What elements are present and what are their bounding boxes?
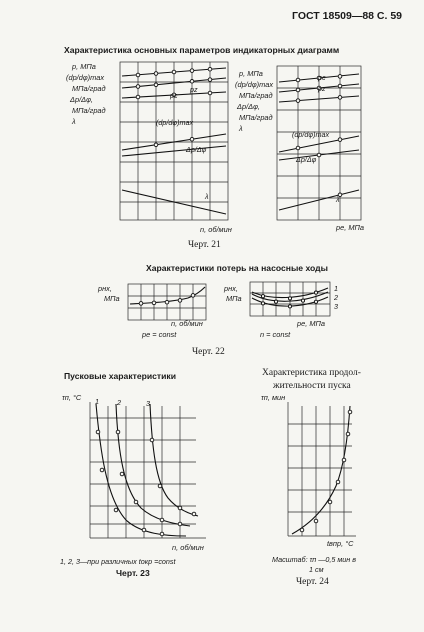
fig22-left-chart (127, 283, 207, 321)
page-header: ГОСТ 18509—88 С. 59 (292, 10, 403, 22)
fig21-right-label-lambda: λ (336, 195, 340, 204)
fig21-right-ylabel-6: λ (239, 124, 243, 133)
fig22-left-curve (129, 286, 206, 305)
fig24-title-line-1: Характеристика продол- (262, 368, 361, 378)
fig21-right-points (295, 74, 343, 198)
fig24-scale-note-2: 1 см (309, 565, 324, 574)
fig21-right-label-pc: pc (318, 73, 326, 82)
fig24-points (299, 409, 353, 533)
fig23-curve-3 (149, 403, 199, 517)
fig22-right-ylabel-2: МПа (226, 294, 242, 303)
fig22-right-condition: n = const (260, 330, 291, 339)
fig22-right-curve-1 (251, 287, 329, 299)
fig23-ylabel: τп, °C (62, 393, 82, 402)
fig21-right-xlabel: pe, МПа (336, 223, 364, 232)
fig24-chart (287, 402, 356, 537)
fig21-right-curve-dpdphi (278, 135, 360, 153)
fig24-title-line-2: жительности пуска (273, 381, 351, 391)
fig21-left-chart (119, 61, 229, 221)
fig21-left-ylabel-5: МПа/град (72, 106, 106, 115)
fig22-left-points (138, 293, 196, 306)
fig22-curve-number-1: 1 (334, 284, 338, 293)
fig22-right-curve-3 (251, 296, 329, 307)
fig21-right-curve-lambda (278, 189, 360, 211)
fig22-right-chart (249, 281, 331, 317)
fig21-right-ylabel-2: (dp/dφ)max (235, 80, 274, 89)
fig21-left-label-lambda: λ (205, 192, 209, 201)
fig22-left-ylabel-2: МПа (104, 294, 120, 303)
fig22-left-xlabel: n, об/мин (171, 319, 203, 328)
fig22-right-curve-2 (251, 291, 329, 302)
fig22-left-condition: pe = const (142, 330, 177, 339)
fig21-right-curve-pc (278, 95, 360, 103)
fig21-left-curve-dpdphi (121, 133, 227, 151)
fig23-title: Пусковые характеристики (64, 371, 177, 381)
fig21-left-ylabel-3: МПа/град (72, 84, 106, 93)
fig23-note: 1, 2, 3—при различных tокр =const (60, 557, 176, 566)
fig21-caption: Черт. 21 (188, 240, 221, 250)
fig21-left-points (135, 66, 213, 148)
fig23-curve-number-2: 2 (117, 398, 121, 407)
fig21-left-label-deltap: Δp/Δφ (186, 145, 207, 154)
fig23-grid (89, 402, 206, 539)
fig22-title: Характеристики потерь на насосные ходы (146, 263, 328, 273)
fig23-curve-2 (115, 403, 191, 527)
fig23-chart (89, 402, 206, 539)
fig24-grid (287, 402, 356, 537)
fig21-title: Характеристика основных параметров индик… (64, 45, 340, 55)
fig22-curve-number-3: 3 (334, 302, 338, 311)
fig23-xlabel: n, об/мин (172, 543, 204, 552)
fig21-left-xlabel: n, об/мин (200, 225, 232, 234)
fig24-caption: Черт. 24 (296, 577, 329, 587)
fig23-curve-1 (95, 403, 187, 537)
fig21-left-ylabel-6: λ (72, 117, 76, 126)
fig21-right-label-dpdphi: (dp/dφ)max (292, 130, 330, 139)
fig21-right-label-deltap: Δp/Δφ (296, 155, 317, 164)
fig24-xlabel: tвпр, °C (327, 539, 354, 548)
fig21-right-ylabel-4: Δp/Δφ, (237, 102, 260, 111)
fig23-caption: Черт. 23 (116, 568, 150, 578)
fig21-left-ylabel-4: Δp/Δφ, (70, 95, 93, 104)
fig22-left-ylabel-1: pнх, (98, 284, 112, 293)
fig21-right-label-pz: pz (318, 84, 326, 93)
fig21-right-ylabel-1: p, МПа (239, 69, 263, 78)
fig24-curve (291, 405, 351, 535)
fig21-left-label-dpdphi: (dp/dφ)max (156, 118, 194, 127)
fig23-curve-number-1: 1 (95, 397, 99, 406)
fig21-right-ylabel-3: МПа/град (239, 91, 273, 100)
fig22-right-xlabel: pe, МПа (297, 319, 325, 328)
fig21-left-label-pc: pc (170, 91, 178, 100)
fig24-ylabel: τп, мин (261, 393, 286, 402)
fig22-caption: Черт. 22 (192, 347, 225, 357)
fig23-points (95, 429, 197, 537)
fig22-right-points (260, 290, 319, 309)
fig24-scale-note-1: Масштаб: τп —0,5 мин в (272, 555, 357, 564)
fig23-curve-number-3: 3 (146, 399, 150, 408)
fig21-left-curve-lambda (121, 189, 227, 215)
fig21-left-ylabel-1: p, МПа (72, 62, 96, 71)
fig22-right-ylabel-1: pнх, (224, 284, 238, 293)
fig21-right-chart (276, 65, 362, 221)
fig21-left-label-pz: pz (190, 85, 198, 94)
fig21-left-ylabel-2: (dp/dφ)max (66, 73, 105, 82)
fig22-curve-number-2: 2 (334, 293, 338, 302)
fig21-left-curve-deltap (121, 145, 227, 157)
fig21-right-ylabel-5: МПа/град (239, 113, 273, 122)
